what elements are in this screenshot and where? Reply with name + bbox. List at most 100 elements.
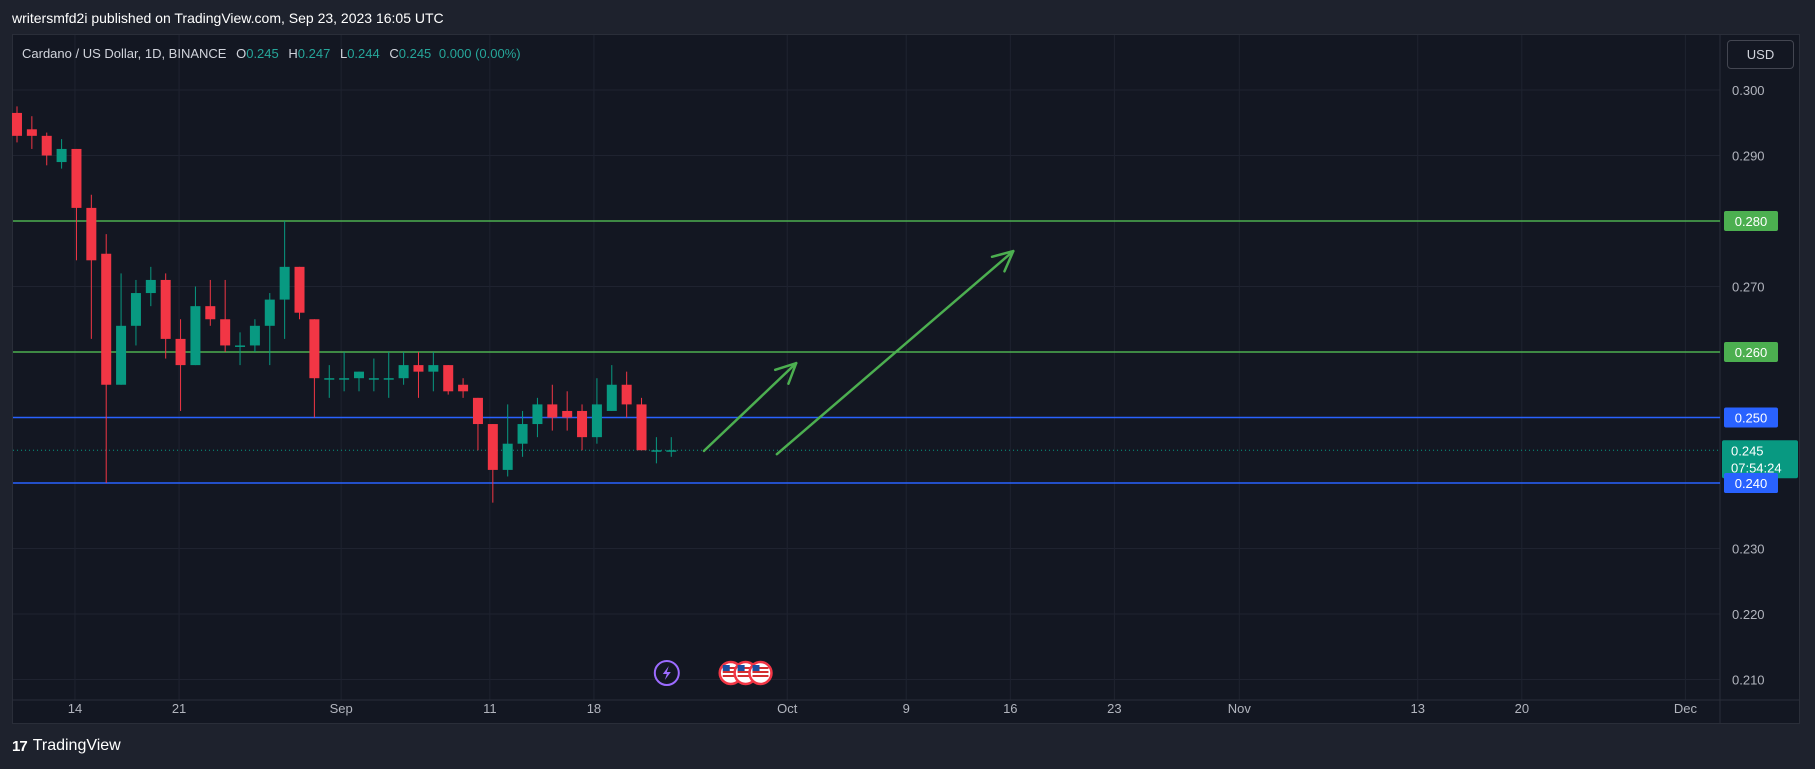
x-tick-label: 23 <box>1107 701 1121 716</box>
publish-info: writersmfd2i published on TradingView.co… <box>12 10 444 26</box>
candle-up <box>353 371 364 379</box>
arrow-head <box>787 361 798 385</box>
open-label: O <box>236 46 247 61</box>
candle-up <box>428 365 439 372</box>
candle-up <box>606 384 617 411</box>
low-label: L <box>339 46 348 61</box>
candle-down <box>175 338 186 366</box>
x-tick-label: Nov <box>1228 701 1252 716</box>
level-price-label: 0.250 <box>1735 411 1768 426</box>
candle-up <box>517 424 528 444</box>
y-tick-label: 0.270 <box>1732 280 1765 295</box>
candle-up <box>666 450 677 452</box>
candle-up <box>190 306 201 366</box>
candle-up <box>339 378 350 380</box>
level-price-tag <box>1724 473 1778 493</box>
candle-up <box>651 450 662 452</box>
low-value: 0.244 <box>347 46 380 61</box>
x-tick-label: 14 <box>68 701 82 716</box>
candle-down <box>205 306 216 320</box>
candle-up <box>368 378 379 380</box>
candle-up <box>324 378 335 380</box>
candle-down <box>220 319 231 346</box>
close-value: 0.245 <box>398 46 432 61</box>
last-price-label: 0.245 <box>1731 443 1764 458</box>
countdown-label: 07:54:24 <box>1731 460 1782 475</box>
candle-up <box>249 325 260 346</box>
open-value: 0.245 <box>246 46 279 61</box>
flag-canton <box>737 665 745 671</box>
candle-down <box>86 207 97 261</box>
symbol-title: Cardano / US Dollar, 1D, BINANCE <box>22 46 227 61</box>
arrow-head <box>1003 249 1015 273</box>
y-tick-label: 0.210 <box>1732 673 1765 688</box>
x-tick-label: 11 <box>483 701 497 716</box>
arrow-head <box>773 361 798 372</box>
y-tick-label: 0.290 <box>1732 149 1765 164</box>
candle-down <box>71 148 82 208</box>
candle-up <box>56 148 67 163</box>
level-price-tag <box>1724 407 1778 428</box>
x-tick-label: Sep <box>330 701 353 716</box>
candle-down <box>11 112 22 136</box>
currency-button[interactable]: USD <box>1727 40 1794 69</box>
trend-arrow <box>775 249 1015 456</box>
footer-brand[interactable]: 17 TradingView <box>12 737 121 755</box>
candle-down <box>472 397 483 425</box>
candle-up <box>130 293 141 326</box>
x-tick-label: 9 <box>903 701 910 716</box>
change-value: 0.000 (0.00%) <box>438 46 521 61</box>
candle-up <box>383 378 394 380</box>
candle-down <box>413 365 424 372</box>
candle-down <box>443 365 454 392</box>
x-tick-label: 13 <box>1411 701 1425 716</box>
y-tick-label: 0.220 <box>1732 607 1765 622</box>
level-price-label: 0.260 <box>1735 345 1768 360</box>
tradingview-logo-icon: 17 <box>12 737 28 755</box>
y-tick-label: 0.300 <box>1732 83 1765 98</box>
candle-up <box>145 279 156 294</box>
candle-up <box>264 299 275 326</box>
lightning-icon <box>662 666 671 680</box>
candle-down <box>621 384 632 405</box>
x-tick-label: 21 <box>172 701 186 716</box>
candle-down <box>547 404 558 418</box>
candle-up <box>502 443 513 470</box>
x-tick-label: Dec <box>1674 701 1698 716</box>
high-value: 0.247 <box>297 46 331 61</box>
candle-up <box>279 266 290 300</box>
candle-down <box>41 135 52 156</box>
y-tick-label: 0.230 <box>1732 542 1765 557</box>
candle-down <box>636 404 647 451</box>
level-price-tag <box>1724 211 1778 231</box>
high-label: H <box>288 46 298 61</box>
candle-down <box>309 319 320 379</box>
flag-canton <box>752 665 760 671</box>
level-price-label: 0.280 <box>1735 214 1768 229</box>
x-tick-label: Oct <box>777 701 798 716</box>
level-price-label: 0.240 <box>1735 476 1768 491</box>
candle-down <box>487 424 498 470</box>
x-tick-label: 18 <box>587 701 601 716</box>
brand-name: TradingView <box>32 737 121 754</box>
candle-down <box>160 279 171 339</box>
flag-canton <box>722 665 730 671</box>
candle-down <box>577 410 588 438</box>
trend-arrow <box>702 361 798 453</box>
level-price-tag <box>1724 342 1778 362</box>
last-price-tag <box>1722 440 1798 479</box>
symbol-legend: Cardano / US Dollar, 1D, BINANCE O0.245 … <box>22 46 521 61</box>
candle-up <box>235 345 246 347</box>
candle-down <box>562 410 573 418</box>
candle-up <box>398 365 409 379</box>
candle-down <box>458 384 469 392</box>
x-tick-label: 16 <box>1003 701 1017 716</box>
candle-down <box>101 253 112 385</box>
arrow-head <box>990 249 1015 259</box>
candle-down <box>294 266 305 313</box>
candle-up <box>591 404 602 438</box>
candle-up <box>532 404 543 425</box>
candle-up <box>116 325 127 385</box>
close-label: C <box>389 46 399 61</box>
